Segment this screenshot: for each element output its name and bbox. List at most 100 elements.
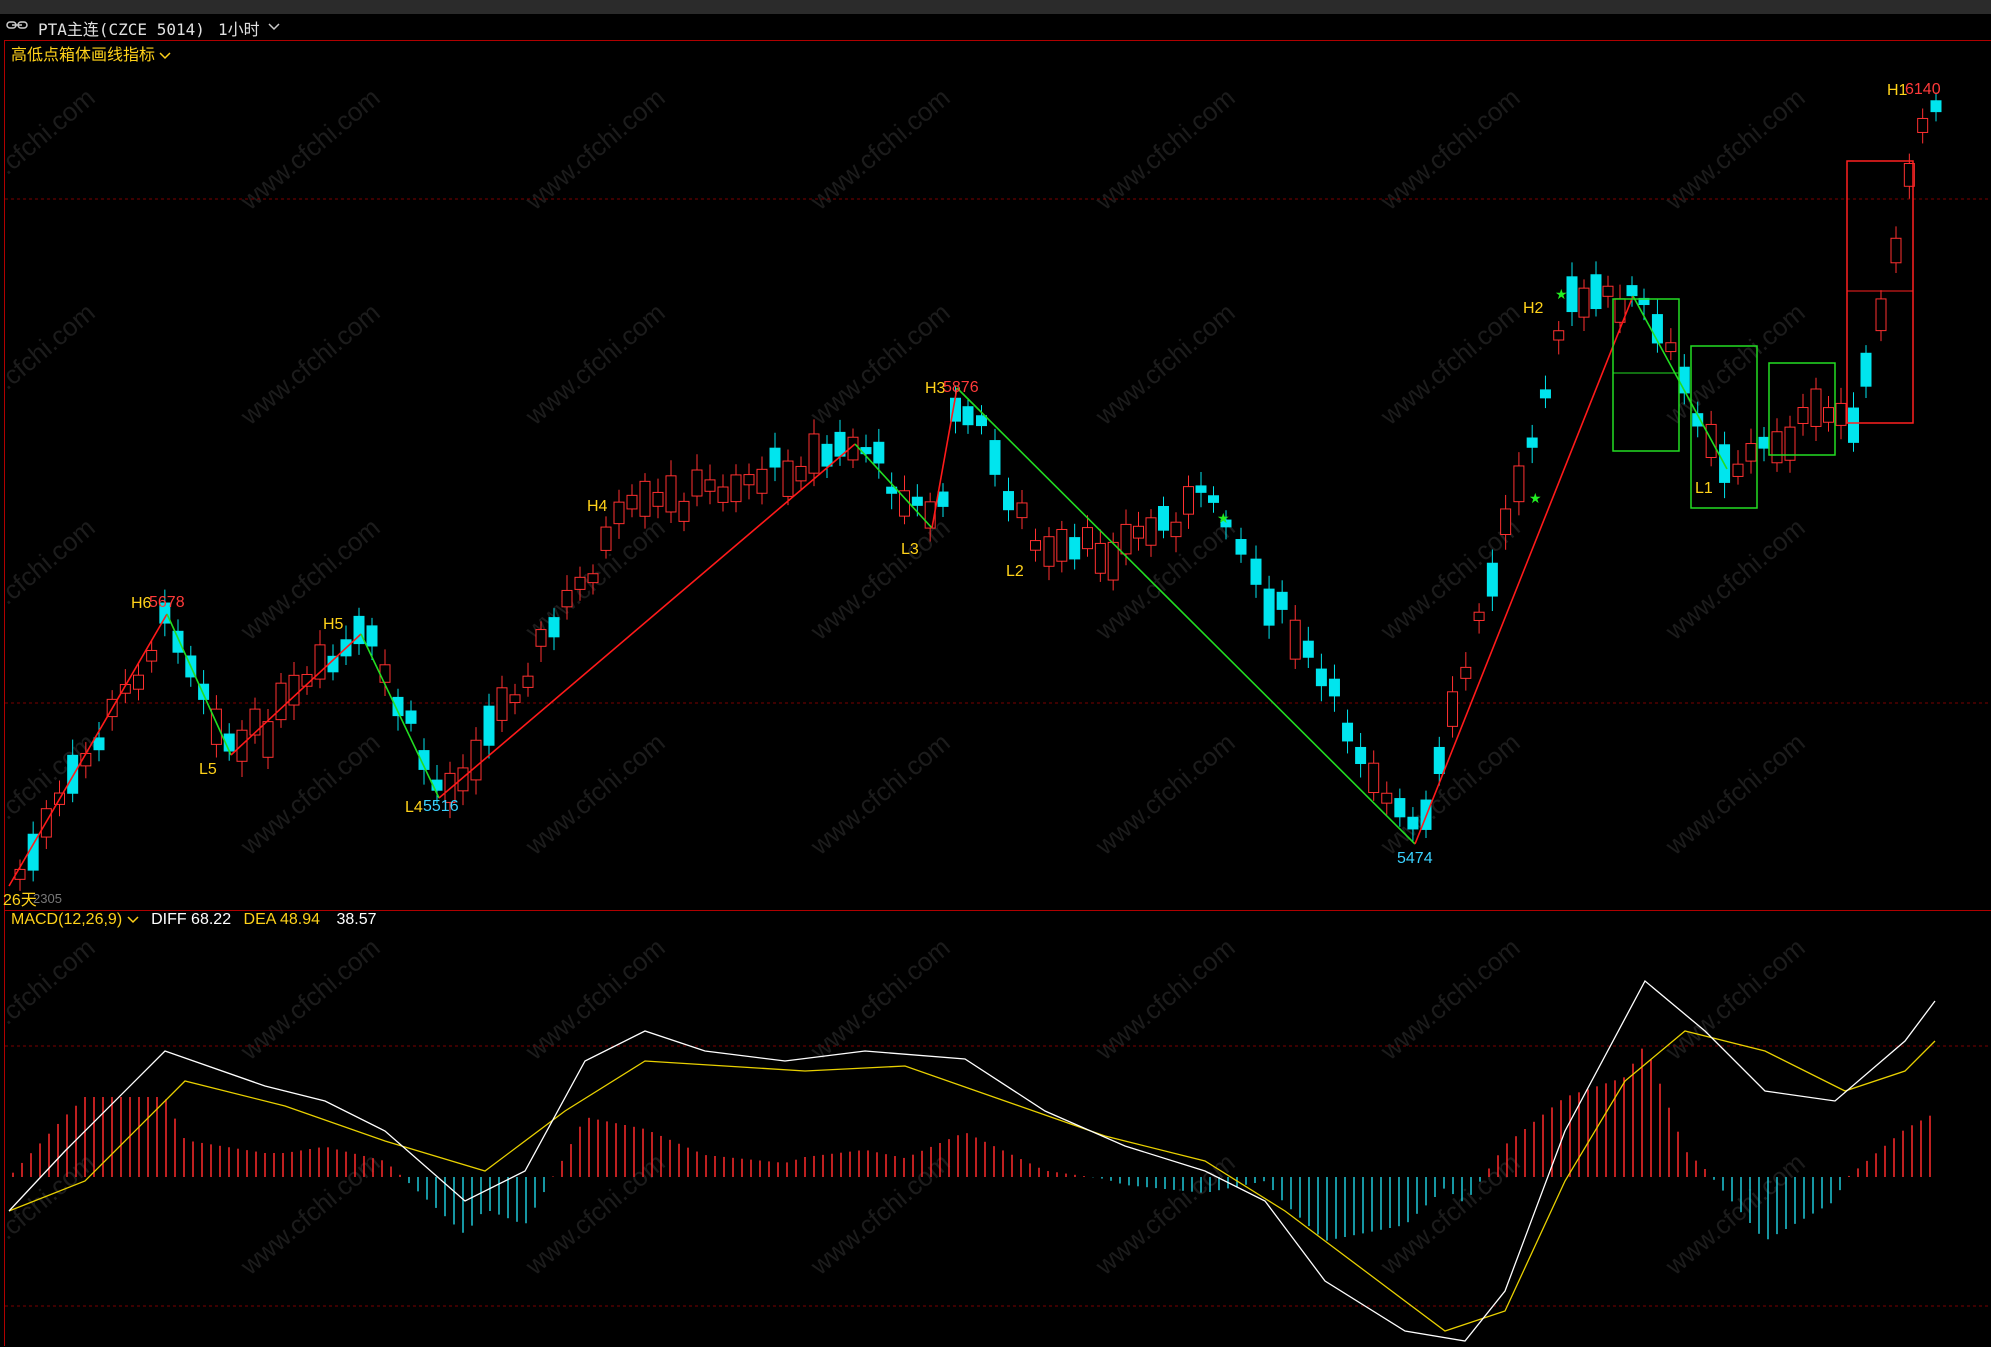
swing-price-label: 5516	[423, 798, 459, 815]
watermark-text: www.cfchi.com	[1089, 82, 1241, 216]
candle-body	[249, 708, 261, 736]
bottom-left-code: 2305	[33, 891, 62, 906]
macd-histogram	[12, 1048, 1931, 1241]
candle-body	[1771, 431, 1783, 464]
candle-body	[691, 469, 703, 497]
zigzag-segment	[230, 633, 362, 756]
swing-label-h4: H4	[587, 498, 608, 515]
window-topbar	[0, 0, 1991, 14]
price-chart-canvas[interactable]: www.cfchi.com www.cfchi.com www.cfchi.com w…	[5, 41, 1991, 911]
indicator-name[interactable]: 高低点箱体画线指标	[11, 41, 171, 65]
candle-body	[1797, 407, 1809, 424]
candle-body	[1810, 388, 1822, 427]
macd-panel[interactable]: www.cfchi.com www.cfchi.com www.cfchi.com w…	[4, 910, 1991, 1346]
candle-body	[1526, 437, 1538, 448]
swing-price-label: 5876	[943, 379, 979, 396]
watermark-layer: www.cfchi.com www.cfchi.com www.cfchi.com w…	[5, 932, 1811, 1281]
candle-body	[198, 683, 210, 700]
indicator-name-text: 高低点箱体画线指标	[11, 47, 156, 64]
watermark-text: www.cfchi.com	[234, 82, 386, 216]
candle-body	[1250, 558, 1262, 585]
chevron-down-icon[interactable]	[127, 911, 139, 928]
candle-body	[1302, 640, 1314, 658]
zigzag-segment	[8, 613, 168, 887]
candle-body	[405, 710, 417, 724]
candle-body	[1665, 342, 1677, 353]
candle-body	[1917, 117, 1929, 133]
box-group	[1612, 160, 1914, 509]
candle-body	[665, 475, 677, 513]
macd-name[interactable]: MACD(12,26,9)	[11, 911, 123, 928]
candle-body	[1500, 508, 1512, 536]
candle-body	[1407, 816, 1419, 830]
watermark-text: www.cfchi.com	[234, 932, 386, 1066]
price-box	[1690, 345, 1758, 509]
candle-body	[600, 526, 612, 551]
candle-body	[1342, 722, 1354, 742]
candle-body	[1381, 792, 1393, 804]
candle-body	[1276, 591, 1288, 610]
zigzag-segment	[854, 443, 933, 529]
candle-body	[652, 491, 664, 507]
candle-body	[1208, 495, 1219, 503]
dea-line	[8, 1030, 1936, 1332]
candle-body	[262, 721, 274, 758]
swing-price-label: 5474	[1397, 850, 1433, 867]
candle-body	[613, 501, 625, 525]
candle-body	[1170, 521, 1182, 538]
candle-body	[639, 480, 651, 517]
candle-body	[911, 496, 923, 506]
candle-body	[535, 629, 547, 647]
candle-body	[1848, 407, 1859, 443]
candle-body	[1394, 798, 1406, 818]
candle-body	[937, 491, 949, 507]
watermark-text: www.cfchi.com	[1089, 1147, 1241, 1281]
candle-body	[976, 415, 987, 427]
watermark-text: www.cfchi.com	[5, 297, 101, 431]
candle-body	[1069, 537, 1081, 560]
chevron-down-icon[interactable]	[159, 47, 171, 64]
link-icon[interactable]	[6, 20, 28, 30]
zigzag-segment	[438, 443, 856, 799]
candle-body	[1315, 668, 1327, 687]
macd-chart-canvas[interactable]: www.cfchi.com www.cfchi.com www.cfchi.com w…	[5, 911, 1991, 1347]
candle-body	[67, 754, 79, 794]
swing-label-h5: H5	[323, 616, 344, 633]
watermark-text: www.cfchi.com	[1659, 82, 1811, 216]
candle-body	[1433, 746, 1445, 775]
candle-body	[1566, 276, 1578, 313]
candle-body	[756, 468, 768, 494]
candle-body	[587, 573, 599, 584]
candle-body	[1930, 100, 1942, 113]
macd-hist-value: 38.57	[336, 911, 377, 928]
watermark-text: www.cfchi.com	[804, 727, 956, 861]
candle-body	[353, 615, 365, 645]
price-chart-panel[interactable]: www.cfchi.com www.cfchi.com www.cfchi.com w…	[3, 40, 1991, 911]
candle-body	[1003, 491, 1014, 511]
swing-label-l5: L5	[199, 761, 217, 778]
candle-body	[1195, 485, 1207, 493]
candle-body	[1745, 443, 1757, 462]
watermark-text: www.cfchi.com	[804, 1147, 956, 1281]
candle-body	[924, 501, 936, 529]
candle-body	[1043, 536, 1055, 567]
watermark-text: www.cfchi.com	[804, 932, 956, 1066]
candle-body	[678, 500, 690, 522]
star-icon: ★	[1529, 490, 1542, 506]
candle-body	[1447, 691, 1459, 727]
watermark-text: www.cfchi.com	[1374, 1147, 1526, 1281]
period-selector[interactable]: 1小时	[218, 20, 260, 39]
candle-body	[483, 705, 495, 746]
candle-body	[392, 696, 404, 717]
candle-body	[1082, 527, 1093, 550]
candle-body	[1158, 506, 1169, 531]
candle-body	[1486, 562, 1498, 597]
candle-body	[873, 441, 885, 464]
symbol-label[interactable]: PTA主连(CZCE 5014)	[38, 20, 205, 39]
candle-body	[1368, 762, 1380, 794]
watermark-text: www.cfchi.com	[5, 1147, 101, 1281]
zigzag-segment	[956, 387, 1416, 845]
watermark-text: www.cfchi.com	[5, 82, 101, 216]
candle-body	[1220, 519, 1232, 528]
candle-body	[1355, 746, 1367, 765]
